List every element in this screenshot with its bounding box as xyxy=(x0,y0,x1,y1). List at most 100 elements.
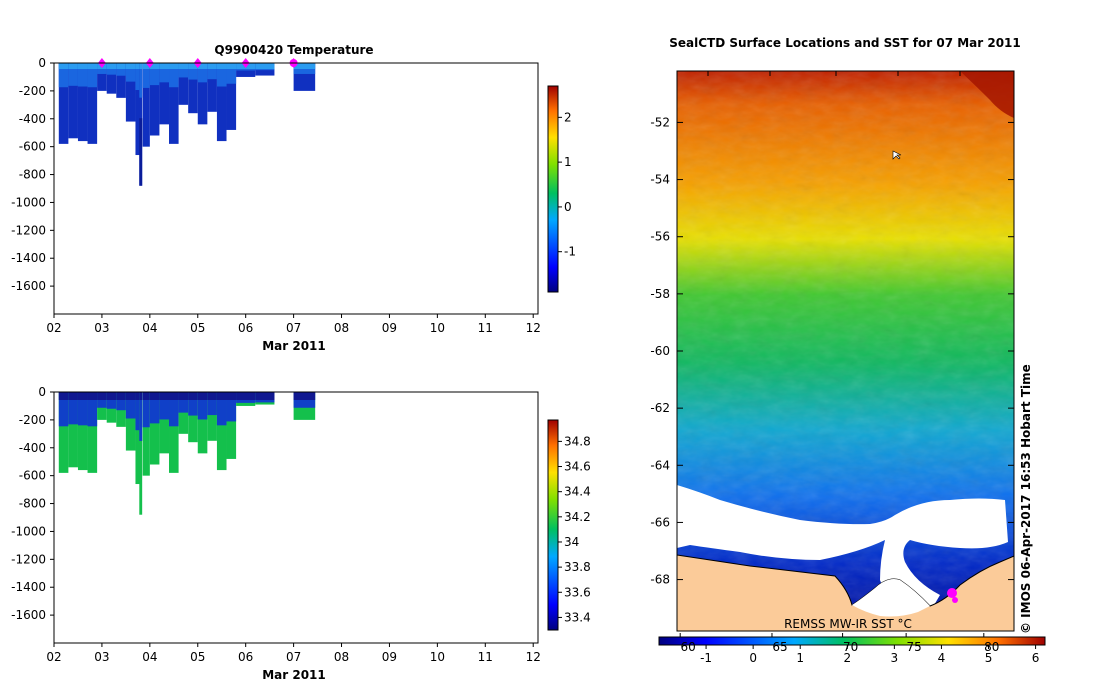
profile-bottom xyxy=(139,118,143,186)
profile-surface xyxy=(255,63,275,69)
profile-deep xyxy=(188,392,198,443)
profile-surface xyxy=(135,63,141,69)
profile-upper xyxy=(207,392,217,416)
y-tick-label: 0 xyxy=(38,56,46,70)
profile-surface xyxy=(149,392,160,400)
profile-deep xyxy=(226,63,237,130)
profile-surface xyxy=(197,63,208,69)
x-tick-label: 09 xyxy=(382,321,397,335)
profile-column xyxy=(149,63,160,136)
profile-mid xyxy=(77,63,88,87)
profile-mid xyxy=(68,63,78,86)
temperature-xlabel: Mar 2011 xyxy=(262,339,326,353)
y-tick-label: -600 xyxy=(19,469,46,483)
profile-column xyxy=(77,63,88,142)
profile-surface xyxy=(169,63,179,69)
profile-deep xyxy=(188,63,198,114)
profile-mid xyxy=(135,63,141,91)
sea-ice-shelf xyxy=(677,485,1008,612)
profile-deep xyxy=(142,392,150,476)
profile-mid xyxy=(169,63,179,88)
profile-deep xyxy=(125,392,136,451)
profile-mid xyxy=(159,63,170,83)
profile-column xyxy=(87,392,98,473)
profile-mid xyxy=(197,63,208,83)
sst-tick-label-f: 65 xyxy=(772,640,787,654)
profile-column xyxy=(207,63,217,112)
profile-deep xyxy=(125,63,136,122)
profile-column xyxy=(169,392,179,473)
profile-surface xyxy=(87,392,98,400)
profile-upper xyxy=(216,392,227,426)
profile-upper xyxy=(87,392,98,427)
profile-upper xyxy=(125,392,136,419)
profile-deep xyxy=(197,392,208,454)
y-tick-label: -1400 xyxy=(11,580,46,594)
y-tick-label: -1200 xyxy=(11,223,46,237)
sst-colorbar-ticks: -1 0 1 2 3 4 5 6 60 65 70 75 80 xyxy=(679,633,1039,665)
profile-upper xyxy=(188,392,198,416)
profile-column xyxy=(106,392,117,423)
salinity-xlabel: Mar 2011 xyxy=(262,668,326,682)
profile-column xyxy=(142,392,150,476)
profile-column xyxy=(207,392,217,441)
profile-column xyxy=(169,63,179,144)
profile-surface xyxy=(139,63,143,69)
warm-core xyxy=(960,71,1014,118)
profile-mid xyxy=(149,63,160,86)
salinity-y-axis: 0 -200 -400 -600 -800 -1000 -1200 -1400 -1600 xyxy=(11,385,54,622)
profile-column xyxy=(135,63,141,156)
profile-surface xyxy=(106,392,117,400)
y-tick-label: -200 xyxy=(19,413,46,427)
profile-surface xyxy=(293,63,316,69)
profile-upper xyxy=(178,392,189,413)
temperature-plot-frame xyxy=(53,62,539,315)
profile-column xyxy=(142,63,150,147)
profile-surface xyxy=(142,63,150,69)
sst-tick-label-c: 3 xyxy=(891,651,899,665)
x-tick-label: 03 xyxy=(94,321,109,335)
lat-tick-label: -52 xyxy=(650,115,670,129)
profile-mid xyxy=(139,63,143,98)
lat-tick-label: -56 xyxy=(650,230,670,244)
profile-surface xyxy=(188,63,198,69)
lat-tick-label: -66 xyxy=(650,515,670,529)
profile-upper xyxy=(77,392,88,426)
salinity-section-panel: 0 -200 -400 -600 -800 -1000 -1200 -1400 -1600 02… xyxy=(11,385,591,682)
colorbar-tick-label: 33.8 xyxy=(564,560,591,574)
profile-surface xyxy=(58,392,69,400)
profile-deep xyxy=(97,63,107,91)
profile-surface xyxy=(236,392,256,400)
profile-column xyxy=(97,392,107,420)
x-tick-label: 02 xyxy=(46,321,61,335)
x-tick-label: 08 xyxy=(334,321,349,335)
profile-column xyxy=(255,63,275,76)
colorbar-tick-label: -1 xyxy=(564,245,576,259)
sst-tick-label-f: 75 xyxy=(906,640,921,654)
profile-deep xyxy=(159,392,170,454)
profile-surface xyxy=(169,392,179,400)
profile-deep xyxy=(68,392,78,468)
profile-column xyxy=(188,392,198,443)
profile-surface xyxy=(255,392,275,400)
y-tick-label: -1400 xyxy=(11,251,46,265)
salinity-profiles xyxy=(58,392,316,515)
sst-colorbar xyxy=(658,636,1046,646)
lat-tick-label: -62 xyxy=(650,401,670,415)
profile-column xyxy=(216,392,227,471)
ice-patch xyxy=(852,579,930,617)
temperature-x-axis: 02 03 04 05 06 07 08 09 10 11 12 xyxy=(46,314,541,335)
profile-mid xyxy=(116,63,126,76)
profile-deep xyxy=(58,392,69,473)
y-tick-label: -800 xyxy=(19,168,46,182)
profile-surface xyxy=(159,63,170,69)
profile-deep xyxy=(159,63,170,125)
profile-column xyxy=(68,63,78,139)
profile-deep xyxy=(87,63,98,144)
profile-surface xyxy=(135,392,141,400)
profile-deep xyxy=(178,63,189,105)
y-tick-label: -200 xyxy=(19,84,46,98)
profile-column xyxy=(255,392,275,405)
y-tick-label: -600 xyxy=(19,140,46,154)
